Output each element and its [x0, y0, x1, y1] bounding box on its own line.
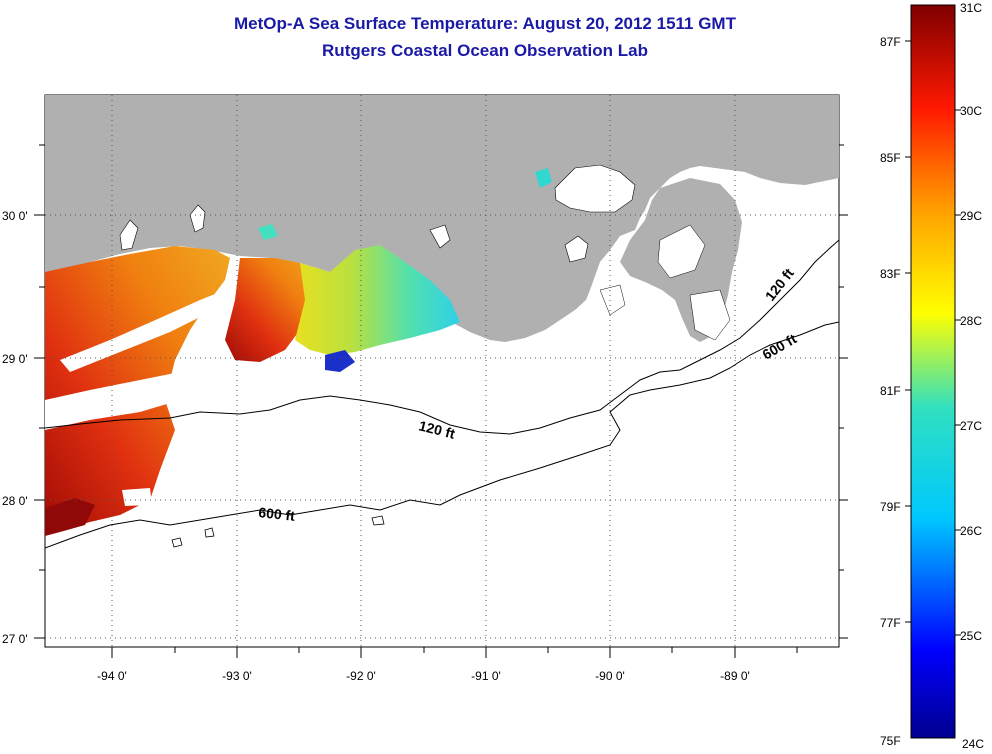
lon-label: -93 0' [222, 669, 252, 683]
contour-label-600ft-south: 600 ft [258, 504, 296, 524]
colorbar-celsius-label: 29C [960, 209, 982, 223]
contour-island [204, 527, 215, 538]
lon-label: -94 0' [97, 669, 127, 683]
lat-label: 27 0' [2, 632, 28, 646]
colorbar-celsius-label: 31C [960, 1, 982, 15]
marsh-fragments [657, 224, 706, 279]
colorbar [910, 4, 956, 739]
sst-cyan-patch [258, 224, 278, 240]
land-area [45, 95, 839, 342]
sst-cold-patch [325, 350, 355, 372]
lat-label: 30 0' [2, 209, 28, 223]
colorbar-ticks [905, 40, 961, 636]
grid-lines [45, 95, 839, 647]
colorbar-celsius-label: 24C [962, 737, 984, 751]
marsh-fragments [599, 284, 626, 316]
map-title: MetOp-A Sea Surface Temperature: August … [234, 14, 736, 33]
sst-cool-region [295, 245, 460, 355]
lake [554, 164, 636, 213]
contour-island [171, 537, 183, 548]
contour-island [371, 515, 385, 526]
colorbar-fahrenheit-label: 75F [880, 734, 901, 748]
map-subtitle: Rutgers Coastal Ocean Observation Lab [322, 41, 648, 60]
colorbar-celsius-label: 25C [960, 629, 982, 643]
lon-label: -92 0' [346, 669, 376, 683]
colorbar-celsius-label: 27C [960, 419, 982, 433]
lon-label: -90 0' [595, 669, 625, 683]
colorbar-celsius-label: 26C [960, 524, 982, 538]
lon-label: -89 0' [720, 669, 750, 683]
lake [429, 224, 451, 249]
lake [564, 235, 589, 263]
colorbar-fahrenheit-label: 87F [880, 35, 901, 49]
marsh-fragments [689, 289, 731, 341]
colorbar-fahrenheit-label: 85F [880, 151, 901, 165]
lake [119, 219, 139, 251]
contour-600ft [45, 321, 839, 549]
sst-mid-region [225, 258, 320, 362]
colorbar-celsius-label: 30C [960, 104, 982, 118]
colorbar-fahrenheit-label: 81F [880, 384, 901, 398]
lon-label: -91 0' [471, 669, 501, 683]
lat-label: 28 0' [2, 494, 28, 508]
colorbar-fahrenheit-label: 77F [880, 616, 901, 630]
colorbar-fahrenheit-label: 83F [880, 267, 901, 281]
colorbar-fahrenheit-label: 79F [880, 500, 901, 514]
cloud-gap [122, 488, 152, 506]
lake [189, 204, 206, 233]
cloud-gap [60, 292, 220, 372]
cloud-gap [45, 372, 200, 430]
axis-ticks [34, 144, 848, 658]
contour-120ft [45, 239, 839, 435]
lat-label: 29 0' [2, 352, 28, 366]
colorbar-celsius-label: 28C [960, 314, 982, 328]
sst-cyan-patch [535, 168, 552, 188]
sst-hot-corner [45, 498, 95, 536]
